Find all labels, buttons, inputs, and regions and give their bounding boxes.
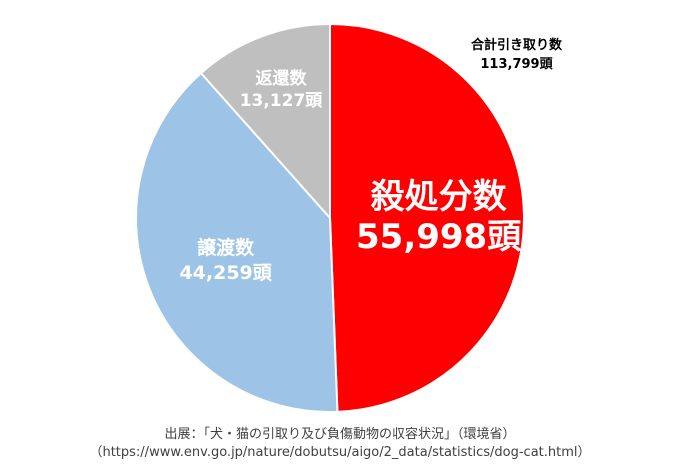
slice-value-0: 55,998頭 bbox=[356, 217, 522, 257]
total-annotation: 合計引き取り数 113,799頭 bbox=[471, 36, 562, 74]
slice-value-1: 44,259頭 bbox=[179, 262, 272, 284]
slice-value-2: 13,127頭 bbox=[240, 91, 324, 111]
total-value: 113,799頭 bbox=[480, 57, 553, 72]
source-note: 出展：「犬・猫の引取り及び負傷動物の収容状況」（環境省） （https://ww… bbox=[0, 426, 680, 462]
pie-slice-2 bbox=[199, 22, 331, 221]
source-line-2: （https://www.env.go.jp/nature/dobutsu/ai… bbox=[89, 445, 591, 460]
source-line-1: 出展：「犬・猫の引取り及び負傷動物の収容状況」（環境省） bbox=[164, 427, 516, 442]
slice-label-2: 返還数 bbox=[255, 68, 307, 89]
pie-slice-0 bbox=[329, 22, 525, 413]
slice-label-0: 殺処分数 bbox=[371, 177, 507, 217]
pie-slice-1 bbox=[135, 71, 339, 413]
total-label: 合計引き取り数 bbox=[470, 38, 562, 53]
slice-label-1: 譲渡数 bbox=[197, 236, 255, 259]
